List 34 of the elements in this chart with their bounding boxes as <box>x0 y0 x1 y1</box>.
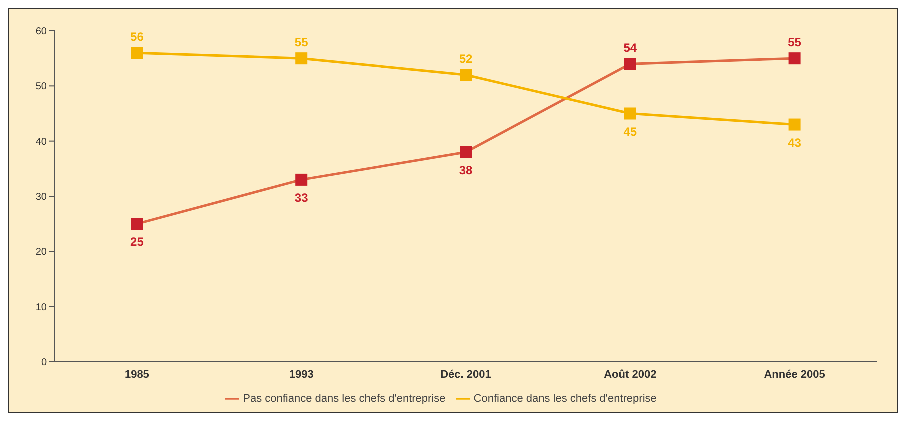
point <box>624 58 636 70</box>
point <box>296 174 308 186</box>
point <box>460 146 472 158</box>
point <box>624 108 636 120</box>
point <box>131 218 144 230</box>
data-label: 55 <box>788 36 802 50</box>
data-label: 38 <box>459 163 473 178</box>
data-label: 25 <box>130 235 144 250</box>
point <box>788 118 801 131</box>
y-tick-label: 10 <box>36 302 48 314</box>
point <box>788 52 801 65</box>
y-tick-label: 60 <box>36 26 48 38</box>
x-tick-label: 1985 <box>124 368 150 381</box>
data-label: 43 <box>788 136 802 150</box>
y-tick-label: 0 <box>41 358 48 369</box>
point <box>460 69 472 82</box>
x-tick-label: Déc. 2001 <box>440 368 492 381</box>
point <box>296 52 308 65</box>
x-tick-label: 1993 <box>289 368 314 381</box>
y-tick-label: 50 <box>36 82 48 93</box>
data-label: 55 <box>294 36 309 50</box>
x-tick-label: Août 2002 <box>604 368 657 381</box>
data-label: 45 <box>624 124 638 139</box>
data-label: 56 <box>130 30 144 44</box>
point <box>131 47 144 60</box>
data-label: 54 <box>624 41 638 56</box>
data-label: 52 <box>459 52 473 66</box>
y-tick-label: 20 <box>36 247 48 258</box>
data-label: 33 <box>294 190 309 205</box>
y-tick-label: 30 <box>36 192 48 204</box>
y-tick-label: 40 <box>36 136 48 148</box>
legend-label: Confiance dans les chefs d'entreprise <box>474 392 657 405</box>
x-tick-label: Année 2005 <box>764 368 826 381</box>
legend-label: Pas confiance dans les chefs d'entreprise <box>243 392 446 405</box>
